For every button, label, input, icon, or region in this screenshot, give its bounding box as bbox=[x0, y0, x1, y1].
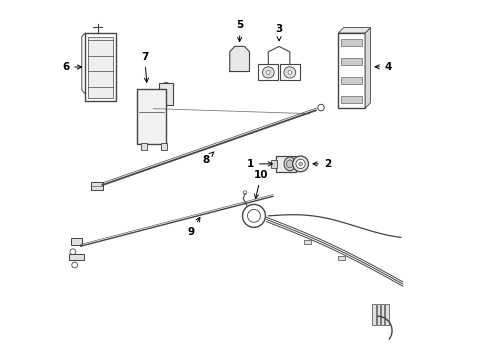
Ellipse shape bbox=[287, 160, 293, 168]
FancyBboxPatch shape bbox=[341, 77, 362, 84]
FancyBboxPatch shape bbox=[276, 156, 296, 172]
Text: 5: 5 bbox=[236, 20, 243, 41]
Text: 8: 8 bbox=[202, 152, 214, 165]
FancyBboxPatch shape bbox=[341, 58, 362, 65]
Ellipse shape bbox=[284, 157, 295, 171]
Text: 6: 6 bbox=[62, 62, 81, 72]
Ellipse shape bbox=[262, 67, 274, 78]
FancyBboxPatch shape bbox=[233, 64, 237, 70]
FancyBboxPatch shape bbox=[242, 64, 245, 70]
FancyBboxPatch shape bbox=[381, 304, 385, 325]
FancyBboxPatch shape bbox=[280, 64, 300, 81]
Circle shape bbox=[299, 162, 302, 166]
FancyBboxPatch shape bbox=[91, 182, 103, 190]
FancyBboxPatch shape bbox=[141, 143, 147, 149]
Polygon shape bbox=[365, 28, 370, 108]
FancyBboxPatch shape bbox=[377, 304, 380, 325]
Circle shape bbox=[243, 191, 247, 194]
Ellipse shape bbox=[288, 71, 292, 75]
Polygon shape bbox=[230, 46, 249, 72]
FancyBboxPatch shape bbox=[71, 238, 82, 244]
FancyBboxPatch shape bbox=[85, 33, 116, 101]
FancyBboxPatch shape bbox=[304, 240, 311, 244]
Text: 7: 7 bbox=[141, 51, 148, 82]
Circle shape bbox=[72, 262, 77, 268]
Circle shape bbox=[296, 159, 305, 168]
FancyBboxPatch shape bbox=[88, 37, 113, 98]
FancyBboxPatch shape bbox=[338, 33, 365, 108]
FancyBboxPatch shape bbox=[341, 96, 362, 103]
FancyBboxPatch shape bbox=[137, 89, 166, 144]
Text: 10: 10 bbox=[254, 170, 269, 198]
FancyBboxPatch shape bbox=[372, 304, 376, 325]
FancyBboxPatch shape bbox=[338, 256, 345, 260]
FancyBboxPatch shape bbox=[258, 64, 278, 81]
FancyBboxPatch shape bbox=[271, 159, 277, 168]
FancyBboxPatch shape bbox=[161, 143, 167, 149]
Text: 2: 2 bbox=[313, 159, 331, 169]
FancyBboxPatch shape bbox=[69, 253, 84, 260]
Ellipse shape bbox=[267, 71, 270, 75]
FancyBboxPatch shape bbox=[385, 304, 389, 325]
Text: 9: 9 bbox=[188, 217, 200, 237]
Polygon shape bbox=[338, 28, 370, 33]
Ellipse shape bbox=[284, 67, 296, 78]
FancyBboxPatch shape bbox=[159, 83, 173, 105]
Text: 3: 3 bbox=[275, 24, 283, 41]
FancyBboxPatch shape bbox=[238, 64, 241, 70]
Text: 4: 4 bbox=[375, 62, 392, 72]
Circle shape bbox=[70, 249, 76, 255]
FancyBboxPatch shape bbox=[341, 39, 362, 45]
Ellipse shape bbox=[159, 83, 173, 102]
Circle shape bbox=[293, 156, 309, 172]
Circle shape bbox=[318, 104, 324, 111]
Text: 1: 1 bbox=[247, 159, 272, 169]
